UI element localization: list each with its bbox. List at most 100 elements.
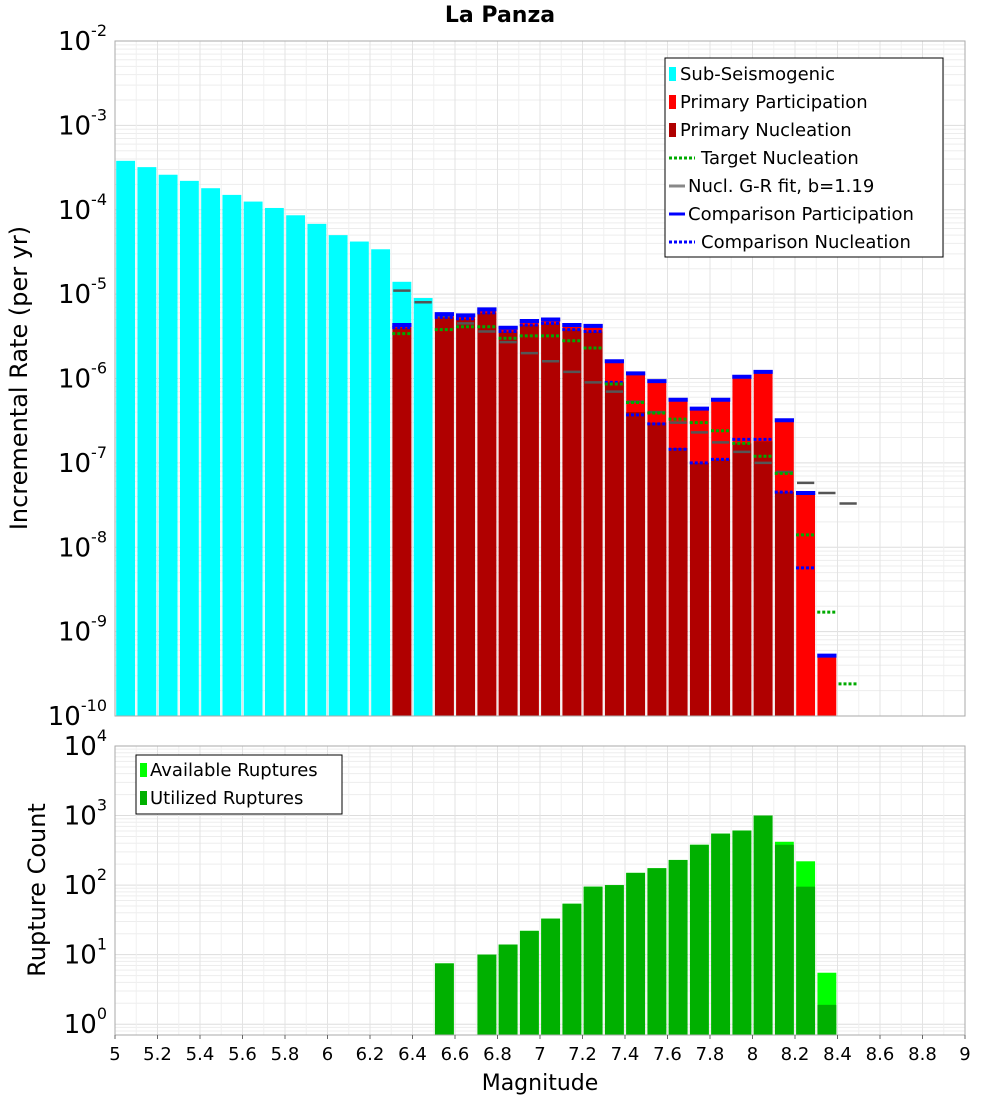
- utilized-ruptures-bar: [732, 830, 752, 1035]
- primary-nucleation-bar: [541, 323, 561, 716]
- legend-label: Sub-Seismogenic: [680, 64, 835, 85]
- chart-title: La Panza: [445, 3, 555, 28]
- sub-seismogenic-bar: [116, 160, 136, 717]
- top-legend-box: [664, 57, 944, 258]
- sub-seismogenic-bar: [243, 201, 263, 716]
- legend-swatch-bar: [669, 95, 676, 109]
- bottom-y-tick-label: 102: [64, 865, 107, 901]
- primary-nucleation-bar: [434, 317, 454, 716]
- primary-participation-bar: [796, 492, 816, 716]
- bottom-y-tick-label: 101: [64, 935, 107, 971]
- primary-nucleation-bar: [392, 327, 412, 716]
- utilized-ruptures-bar: [711, 833, 731, 1035]
- legend-item: Comparison Participation: [669, 204, 914, 225]
- bottom-y-tick-label: 100: [64, 1004, 107, 1040]
- x-tick-label: 7.8: [696, 1044, 725, 1065]
- top-y-tick-label: 10-8: [58, 527, 107, 563]
- legend-label: Target Nucleation: [700, 148, 859, 169]
- x-tick-label: 5.2: [143, 1044, 172, 1065]
- x-tick-label: 7.2: [568, 1044, 597, 1065]
- top-y-tick-label: 10-10: [48, 696, 107, 732]
- sub-seismogenic-bar: [286, 215, 306, 717]
- legend-item: Primary Nucleation: [669, 120, 852, 141]
- utilized-ruptures-bar: [434, 963, 454, 1035]
- top-y-tick-label: 10-9: [58, 612, 107, 648]
- primary-nucleation-bar: [647, 422, 667, 716]
- sub-seismogenic-bar: [349, 241, 369, 717]
- sub-seismogenic-bar: [307, 223, 327, 716]
- utilized-ruptures-bar: [689, 844, 709, 1035]
- legend-item: Target Nucleation: [669, 148, 859, 169]
- x-tick-label: 8.4: [823, 1044, 852, 1065]
- utilized-ruptures-bar: [647, 868, 667, 1035]
- utilized-ruptures-bar: [817, 1004, 837, 1035]
- legend-swatch-bar: [140, 763, 147, 777]
- sub-seismogenic-bar: [179, 180, 199, 716]
- x-tick-label: 6.6: [441, 1044, 470, 1065]
- legend-label: Comparison Participation: [688, 204, 914, 225]
- top-y-tick-label: 10-6: [58, 359, 107, 395]
- utilized-ruptures-bar: [753, 815, 773, 1035]
- legend-swatch-bar: [669, 123, 676, 137]
- primary-nucleation-bar: [774, 492, 794, 716]
- top-y-tick-label: 10-3: [58, 105, 107, 141]
- utilized-ruptures-bar: [604, 885, 624, 1035]
- x-tick-label: 7.6: [653, 1044, 682, 1065]
- legend-label: Primary Participation: [680, 92, 868, 113]
- sub-seismogenic-bar: [413, 297, 433, 716]
- x-tick-label: 6.8: [483, 1044, 512, 1065]
- x-tick-label: 8.6: [866, 1044, 895, 1065]
- primary-nucleation-bar: [519, 325, 539, 716]
- bottom-panel-rupture-counts: 100 101 102 103 104 5 5.2 5.4 5.6 5.8 6 6.2 6.4 6.6 6.…: [64, 726, 971, 1065]
- primary-nucleation-bar: [753, 441, 773, 716]
- x-tick-label: 8.2: [781, 1044, 810, 1065]
- top-y-tick-label: 10-4: [58, 190, 107, 226]
- utilized-ruptures-bar: [626, 872, 646, 1035]
- primary-nucleation-bar: [456, 318, 476, 716]
- x-tick-label: 6.2: [356, 1044, 385, 1065]
- utilized-ruptures-bar: [562, 903, 582, 1035]
- utilized-ruptures-bar: [498, 944, 518, 1035]
- sub-seismogenic-bar: [328, 235, 348, 716]
- x-tick-label: 6.4: [398, 1044, 427, 1065]
- primary-nucleation-bar: [498, 331, 518, 716]
- utilized-ruptures-bar: [541, 918, 561, 1035]
- legend-item: Nucl. G-R fit, b=1.19: [669, 176, 874, 197]
- utilized-ruptures-bar: [583, 886, 603, 1035]
- primary-nucleation-bar: [562, 329, 582, 716]
- primary-nucleation-bar: [583, 331, 603, 716]
- x-tick-label: 5: [109, 1044, 120, 1065]
- top-y-axis-label: Incremental Rate (per yr): [5, 226, 33, 530]
- legend-item: Comparison Nucleation: [669, 232, 911, 253]
- x-tick-label: 5.6: [228, 1044, 257, 1065]
- top-y-tick-label: 10-5: [58, 274, 107, 310]
- primary-nucleation-bar: [689, 462, 709, 716]
- utilized-ruptures-bar: [519, 930, 539, 1035]
- x-tick-label: 8.8: [908, 1044, 937, 1065]
- primary-participation-bar: [817, 655, 837, 716]
- legend-label: Available Ruptures: [150, 760, 318, 781]
- bottom-y-axis-label: Rupture Count: [23, 803, 51, 977]
- top-y-tick-label: 10-7: [58, 443, 107, 479]
- x-axis-label: Magnitude: [482, 1071, 599, 1096]
- top-plot-border: [114, 40, 966, 717]
- legend-label: Comparison Nucleation: [701, 232, 911, 253]
- utilized-ruptures-bar: [477, 954, 497, 1035]
- utilized-ruptures-bar: [774, 844, 794, 1035]
- primary-nucleation-bar: [626, 412, 646, 716]
- utilized-ruptures-bar: [796, 886, 816, 1035]
- legend-label: Utilized Ruptures: [150, 788, 303, 809]
- utilized-ruptures-bar: [668, 859, 688, 1035]
- legend-swatch-bar: [669, 67, 676, 81]
- x-tick-label: 5.8: [271, 1044, 300, 1065]
- x-tick-label: 7: [534, 1044, 545, 1065]
- top-panel-rates: 10-10 10-9 10-8 10-7 10-6 10-5 10-4 10-3 10-2 Sub…: [48, 21, 966, 732]
- bottom-y-tick-label: 103: [64, 796, 107, 832]
- primary-nucleation-bar: [711, 459, 731, 716]
- sub-seismogenic-bar: [201, 188, 221, 717]
- sub-seismogenic-bar: [222, 194, 242, 716]
- sub-seismogenic-bar: [371, 249, 391, 716]
- x-tick-label: 7.4: [611, 1044, 640, 1065]
- x-tick-label: 9: [959, 1044, 970, 1065]
- top-y-tick-label: 10-2: [58, 21, 107, 57]
